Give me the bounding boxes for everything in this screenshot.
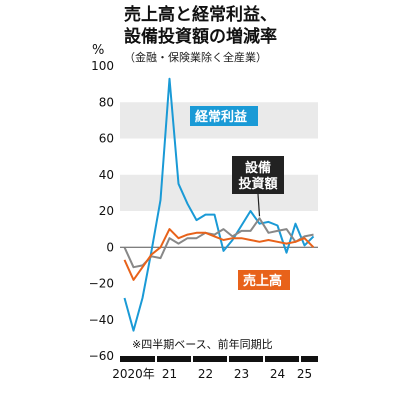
x-axis-ticks: 2020年 21 22 23 24 25 [112, 367, 312, 381]
chart-title-line1: 売上高と経常利益、 [124, 5, 277, 25]
y-tick-label: 40 [99, 168, 114, 182]
label-uriage: 売上高 [238, 270, 290, 290]
y-axis-ticks: 100 80 60 40 20 0 −20 −40 −60 [89, 59, 114, 363]
label-keijo: 経常利益 [190, 106, 258, 126]
label-setsubi: 設備 投資額 [232, 156, 284, 217]
x-tick-label: 25 [297, 367, 312, 381]
label-setsubi-text-2: 投資額 [238, 176, 277, 192]
y-tick-label: 100 [91, 59, 114, 73]
x-axis [120, 356, 318, 362]
x-axis-divider-2 [227, 356, 229, 362]
label-setsubi-pointer [257, 193, 261, 217]
footnote: ※四半期ベース、前年同期比 [132, 337, 273, 351]
series-line-2 [123, 228, 315, 281]
x-tick-label: 24 [270, 367, 285, 381]
x-axis-divider-1 [191, 356, 193, 362]
x-tick-label: 22 [198, 367, 213, 381]
chart-title-line2: 設備投資額の増減率 [124, 27, 277, 47]
x-axis-divider-3 [263, 356, 265, 362]
y-tick-label: −60 [89, 349, 114, 363]
label-uriage-text: 売上高 [243, 273, 282, 289]
y-tick-label: 80 [99, 95, 114, 109]
label-uriage-box [238, 270, 290, 290]
x-tick-label: 2020年 [112, 367, 155, 381]
y-tick-label: −40 [89, 313, 114, 327]
label-setsubi-box [232, 156, 284, 194]
label-keijo-box [190, 106, 258, 126]
y-tick-label: 60 [99, 132, 114, 146]
series-line-1 [123, 217, 314, 269]
x-axis-divider-0 [155, 356, 157, 362]
y-axis-unit: % [92, 43, 104, 58]
series-lines [123, 77, 315, 332]
x-tick-label: 21 [162, 367, 177, 381]
x-axis-divider-4 [299, 356, 301, 362]
chart-subtitle: （金融・保険業除く全産業） [124, 51, 267, 64]
grid-band-0 [120, 174, 318, 211]
y-tick-label: 20 [99, 204, 114, 218]
x-axis-bar [120, 356, 318, 362]
y-tick-label: 0 [106, 240, 114, 254]
chart-title: 売上高と経常利益、 設備投資額の増減率 （金融・保険業除く全産業） [124, 4, 396, 65]
y-tick-label: −20 [89, 277, 114, 291]
x-tick-label: 23 [234, 367, 249, 381]
label-keijo-text: 経常利益 [195, 109, 247, 125]
label-setsubi-text-1: 設備 [245, 160, 271, 176]
